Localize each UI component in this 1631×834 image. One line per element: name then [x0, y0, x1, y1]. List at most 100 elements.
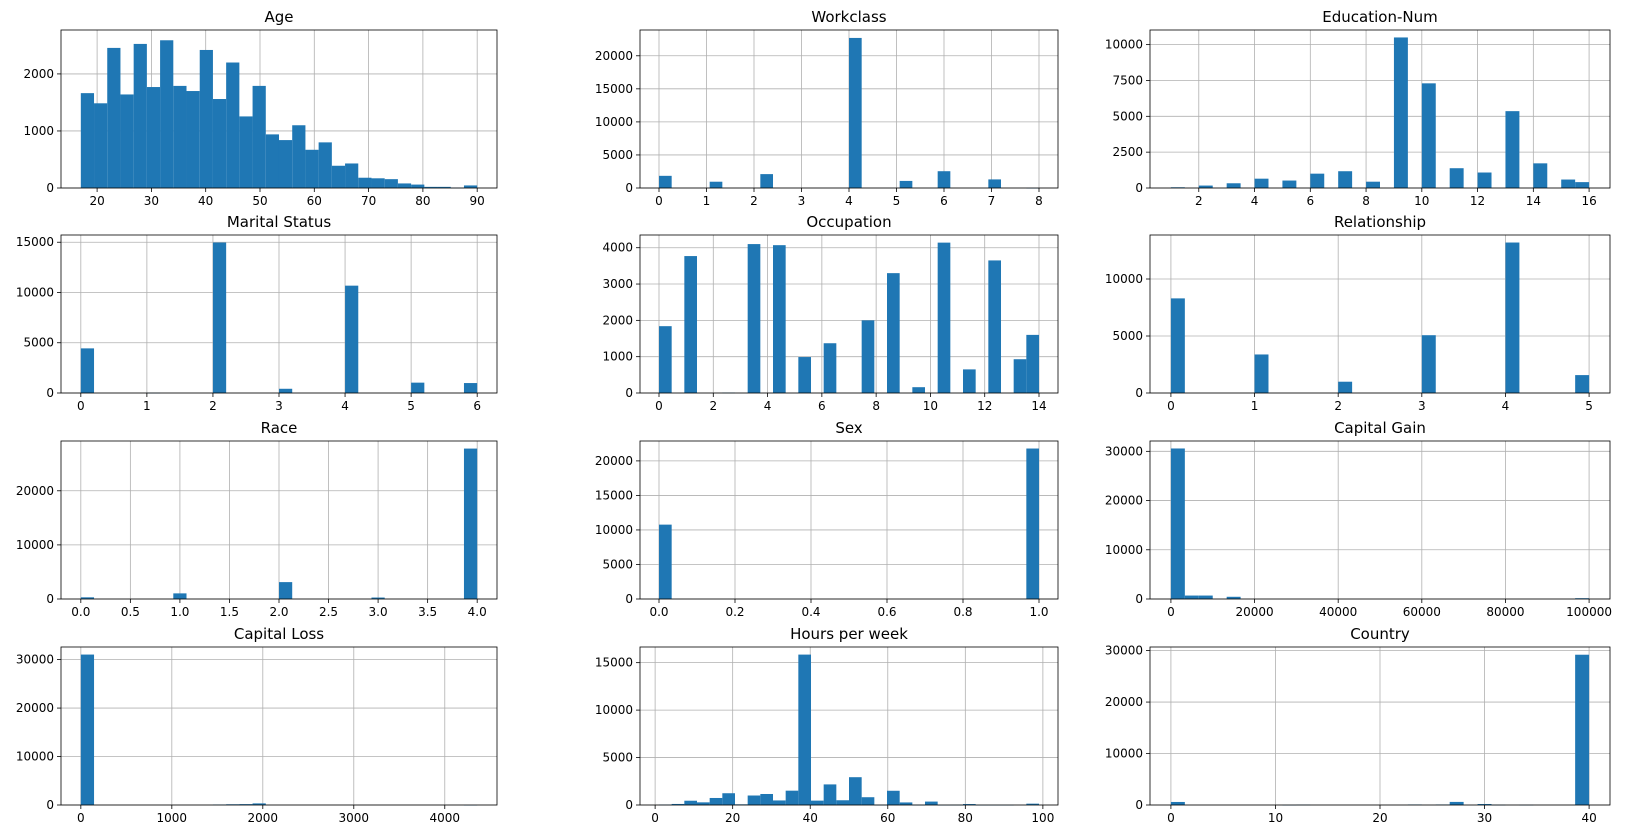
capital-gain-y-tick-label: 10000: [1105, 543, 1143, 557]
hours-per-week-bar: [798, 654, 812, 805]
occupation-x-tick-label: 6: [818, 399, 826, 413]
occupation-subplot: 0 2 4 6 8 10 12 14 0 1000 2000 3000 4000 Occupation: [602, 213, 1059, 413]
workclass-x-tick-label: 5: [893, 194, 901, 208]
country-bar: [1449, 801, 1464, 805]
relationship-bar: [1575, 375, 1590, 393]
age-bar: [358, 177, 372, 188]
education-num-bar: [1393, 37, 1408, 188]
hours-per-week-bar: [1026, 803, 1040, 805]
occupation-x-tick-label: 2: [709, 399, 717, 413]
marital-status-x-tick-label: 6: [473, 399, 481, 413]
country-bar: [1170, 801, 1185, 805]
hours-per-week-x-tick-label: 20: [725, 811, 740, 825]
workclass-bar: [760, 174, 774, 188]
age-bar: [397, 183, 412, 188]
capital-gain-x-tick-label: 20000: [1235, 605, 1273, 619]
workclass-y-tick-label: 20000: [595, 49, 633, 63]
occupation-bar: [887, 273, 900, 393]
age-subplot: 20 30 40 50 60 70 80 90 0 1000 2000 Age: [23, 8, 498, 208]
race-x-tick-label: 1.5: [220, 605, 239, 619]
marital-status-y-tick-label: 10000: [16, 285, 54, 299]
age-bar: [371, 178, 385, 188]
occupation-bar: [963, 369, 976, 393]
workclass-x-tick-label: 3: [798, 194, 806, 208]
marital-status-bar: [411, 382, 425, 393]
age-bar: [212, 99, 227, 188]
country-x-tick-label: 20: [1372, 811, 1387, 825]
relationship-bar: [1254, 354, 1269, 393]
education-num-bar: [1421, 83, 1436, 188]
workclass-bar: [709, 181, 723, 188]
capital-gain-y-tick-label: 30000: [1105, 444, 1143, 458]
capital-gain-bar: [1184, 595, 1199, 599]
hours-per-week-title: Hours per week: [790, 625, 908, 643]
race-x-tick-label: 3.0: [369, 605, 388, 619]
age-bar: [186, 91, 200, 188]
hours-per-week-x-tick-label: 0: [651, 811, 659, 825]
occupation-bar: [823, 343, 837, 393]
education-num-bar: [1198, 185, 1213, 188]
age-bar: [239, 116, 253, 188]
education-num-bar: [1449, 168, 1464, 188]
capital-gain-x-tick-label: 60000: [1403, 605, 1441, 619]
marital-status-subplot: 0 1 2 3 4 5 6 0 5000 10000 15000 Marital Status: [16, 213, 498, 413]
marital-status-y-tick-label: 15000: [16, 235, 54, 249]
relationship-x-tick-label: 4: [1502, 399, 1510, 413]
relationship-x-tick-label: 5: [1585, 399, 1593, 413]
sex-x-tick-label: 0.2: [725, 605, 744, 619]
marital-status-x-tick-label: 0: [77, 399, 85, 413]
workclass-x-tick-label: 0: [655, 194, 663, 208]
hours-per-week-bar: [697, 802, 710, 805]
education-num-x-tick-label: 8: [1362, 194, 1370, 208]
education-num-x-tick-label: 14: [1526, 194, 1541, 208]
occupation-bar: [798, 357, 812, 393]
age-bar: [305, 149, 319, 188]
workclass-y-tick-label: 15000: [595, 82, 633, 96]
education-num-bar: [1477, 172, 1492, 188]
age-bar: [120, 94, 134, 188]
age-bar: [146, 87, 161, 188]
education-num-bar: [1505, 111, 1520, 188]
race-bar: [80, 597, 95, 599]
sex-axes-frame: [639, 440, 1059, 600]
workclass-y-tick-label: 5000: [602, 148, 633, 162]
capital-gain-axes-frame: [1149, 440, 1611, 600]
sex-subplot: 0.0 0.2 0.4 0.6 0.8 1.0 0 5000 10000 15000 20000 Se…: [595, 419, 1059, 619]
hours-per-week-bar: [963, 804, 976, 805]
race-subplot: 0.0 0.5 1.0 1.5 2.0 2.5 3.0 3.5 4.0 0 10000 20000 Ra…: [16, 419, 498, 619]
education-num-x-tick-label: 4: [1251, 194, 1259, 208]
relationship-axes-frame: [1149, 234, 1611, 394]
race-bar: [278, 582, 293, 599]
race-bar: [371, 597, 385, 599]
capital-loss-y-tick-label: 0: [46, 798, 54, 812]
country-subplot: 0 10 20 30 40 0 10000 20000 30000 Country: [1105, 625, 1611, 825]
workclass-bar: [899, 180, 913, 188]
capital-loss-x-tick-label: 4000: [430, 811, 461, 825]
age-bar: [424, 186, 438, 188]
capital-loss-title: Capital Loss: [234, 625, 324, 643]
age-bar: [133, 43, 147, 188]
education-num-x-tick-label: 10: [1414, 194, 1429, 208]
education-num-bar: [1254, 178, 1269, 188]
capital-gain-x-tick-label: 80000: [1486, 605, 1524, 619]
education-num-bar: [1575, 182, 1590, 188]
relationship-x-tick-label: 1: [1251, 399, 1259, 413]
occupation-bar: [659, 326, 672, 393]
age-bar: [463, 185, 478, 188]
capital-gain-y-tick-label: 0: [1135, 592, 1143, 606]
relationship-bar: [1338, 381, 1353, 393]
sex-title: Sex: [835, 419, 862, 437]
age-x-tick-label: 90: [470, 194, 485, 208]
education-num-x-tick-label: 6: [1306, 194, 1314, 208]
age-x-tick-label: 20: [89, 194, 104, 208]
relationship-bar: [1421, 335, 1436, 393]
occupation-y-tick-label: 1000: [602, 350, 633, 364]
occupation-x-tick-label: 12: [977, 399, 992, 413]
sex-bar: [659, 524, 672, 599]
workclass-x-tick-label: 4: [845, 194, 853, 208]
hours-per-week-bar: [811, 800, 824, 805]
workclass-x-tick-label: 1: [703, 194, 711, 208]
occupation-y-tick-label: 3000: [602, 277, 633, 291]
marital-status-x-tick-label: 3: [275, 399, 283, 413]
hours-per-week-bar: [722, 793, 736, 805]
